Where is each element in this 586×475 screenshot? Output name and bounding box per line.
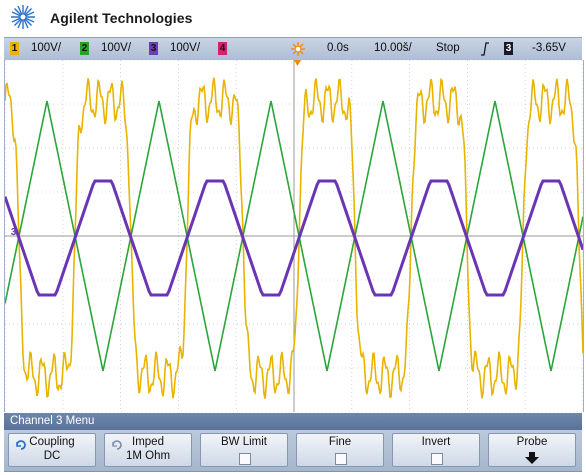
status-bar: 1 100V/ 2 100V/ 3 100V/ 4 0.0s 10.00š/ S… <box>4 37 582 61</box>
waveform-canvas <box>5 60 583 412</box>
invert-label: Invert <box>421 436 451 448</box>
agilent-spark-icon <box>11 5 35 29</box>
trigger-level[interactable]: -3.65V <box>532 42 566 54</box>
menu-title: Channel 3 Menu <box>4 413 582 430</box>
probe-softkey[interactable]: Probe <box>488 433 576 467</box>
down-arrow-icon <box>525 452 539 464</box>
channel-3-badge[interactable]: 3 <box>149 42 158 55</box>
invert-checkbox[interactable] <box>431 453 443 465</box>
fine-label: Fine <box>328 436 352 448</box>
trigger-position-marker <box>294 60 301 66</box>
bw-limit-softkey[interactable]: BW Limit <box>200 433 288 467</box>
imped-label: Imped <box>132 436 164 448</box>
rotary-select-icon <box>112 440 122 450</box>
imped-softkey[interactable]: Imped 1M Ohm <box>104 433 192 467</box>
channel-1-trace <box>5 77 583 399</box>
coupling-value: DC <box>43 450 61 462</box>
bw-limit-label: BW Limit <box>221 436 267 448</box>
channel-1-scale[interactable]: 100V/ <box>31 42 62 54</box>
bw-limit-checkbox[interactable] <box>239 453 251 465</box>
fine-checkbox[interactable] <box>335 453 347 465</box>
waveform-display[interactable]: 3 <box>4 60 584 412</box>
rising-edge-icon <box>481 42 489 56</box>
imped-value: 1M Ohm <box>125 450 171 462</box>
channel-3-trace <box>5 179 583 297</box>
channel-2-trace <box>5 100 583 372</box>
channel-2-badge[interactable]: 2 <box>80 42 89 55</box>
channel-2-scale[interactable]: 100V/ <box>101 42 132 54</box>
channel-3-ground-marker[interactable]: 3 <box>10 227 17 238</box>
channel-4-badge[interactable]: 4 <box>218 42 227 55</box>
probe-label: Probe <box>516 436 548 448</box>
time-delay[interactable]: 0.0s <box>327 42 349 54</box>
coupling-label: Coupling <box>29 436 75 448</box>
coupling-softkey[interactable]: Coupling DC <box>8 433 96 467</box>
run-state[interactable]: Stop <box>436 42 460 54</box>
channel-3-scale[interactable]: 100V/ <box>170 42 201 54</box>
brand-name: Agilent Technologies <box>50 10 193 26</box>
time-scale[interactable]: 10.00š/ <box>374 42 412 54</box>
channel-1-badge[interactable]: 1 <box>10 42 19 55</box>
graticule-grid <box>5 60 583 412</box>
fine-softkey[interactable]: Fine <box>296 433 384 467</box>
invert-softkey[interactable]: Invert <box>392 433 480 467</box>
softkey-bar: Coupling DC Imped 1M Ohm BW Limit Fine I… <box>4 430 582 472</box>
trigger-channel-badge: 3 <box>504 42 513 55</box>
trigger-sun-icon <box>291 42 305 56</box>
rotary-select-icon <box>16 440 26 450</box>
brand-header: Agilent Technologies <box>0 0 586 36</box>
